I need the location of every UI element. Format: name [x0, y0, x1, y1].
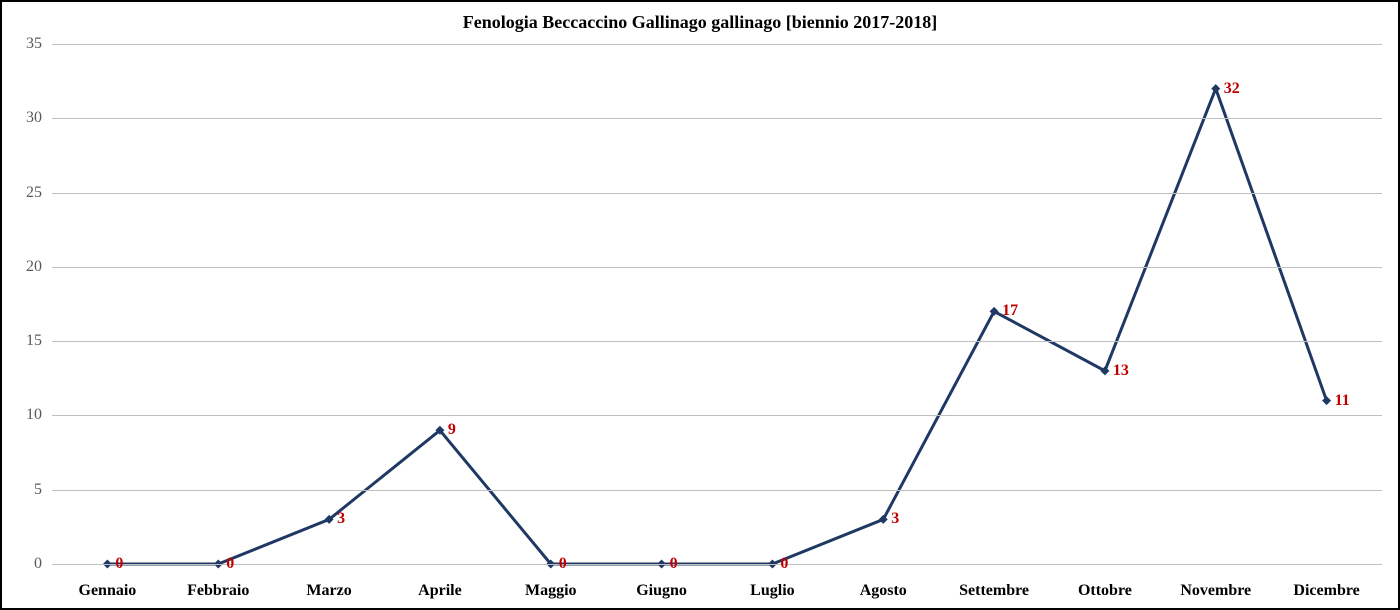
data-label: 0	[559, 555, 567, 573]
chart-svg	[2, 2, 1398, 608]
x-tick-label: Agosto	[860, 582, 907, 600]
data-marker	[1211, 84, 1220, 93]
x-tick-label: Maggio	[525, 582, 577, 600]
x-tick-label: Ottobre	[1078, 582, 1132, 600]
data-marker	[1322, 396, 1331, 405]
data-label: 9	[448, 421, 456, 439]
chart-container: Fenologia Beccaccino Gallinago gallinago…	[0, 0, 1400, 610]
gridline	[52, 118, 1382, 119]
y-tick-label: 35	[6, 35, 42, 53]
x-tick-label: Dicembre	[1293, 582, 1359, 600]
x-tick-label: Marzo	[306, 582, 351, 600]
gridline	[52, 44, 1382, 45]
x-tick-label: Gennaio	[79, 582, 137, 600]
gridline	[52, 341, 1382, 342]
gridline	[52, 564, 1382, 565]
gridline	[52, 415, 1382, 416]
x-tick-label: Aprile	[418, 582, 462, 600]
series-line	[107, 89, 1326, 564]
x-tick-label: Febbraio	[187, 582, 249, 600]
data-label: 3	[891, 510, 899, 528]
data-label: 0	[226, 555, 234, 573]
x-tick-label: Giugno	[636, 582, 687, 600]
x-tick-label: Luglio	[750, 582, 794, 600]
data-label: 32	[1224, 80, 1240, 98]
y-tick-label: 0	[6, 555, 42, 573]
data-label: 0	[670, 555, 678, 573]
x-tick-label: Novembre	[1180, 582, 1251, 600]
y-tick-label: 10	[6, 406, 42, 424]
x-tick-label: Settembre	[959, 582, 1029, 600]
data-label: 3	[337, 510, 345, 528]
data-label: 0	[115, 555, 123, 573]
y-tick-label: 15	[6, 332, 42, 350]
gridline	[52, 193, 1382, 194]
data-label: 13	[1113, 362, 1129, 380]
y-tick-label: 30	[6, 109, 42, 127]
gridline	[52, 490, 1382, 491]
y-tick-label: 20	[6, 258, 42, 276]
gridline	[52, 267, 1382, 268]
y-tick-label: 25	[6, 184, 42, 202]
data-label: 0	[780, 555, 788, 573]
data-label: 17	[1002, 302, 1018, 320]
data-label: 11	[1335, 392, 1350, 410]
y-tick-label: 5	[6, 481, 42, 499]
